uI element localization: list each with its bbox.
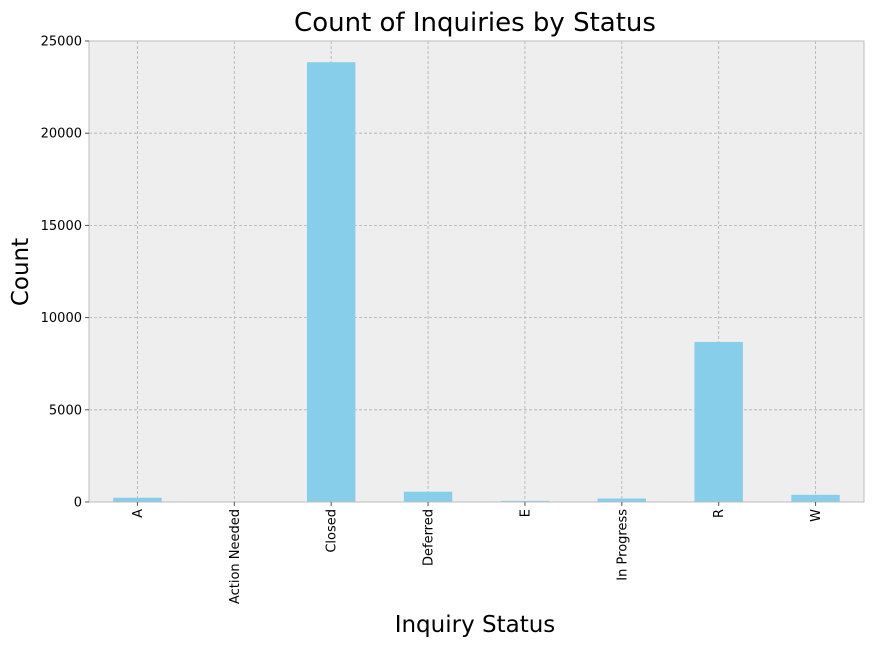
bar-closed xyxy=(306,62,356,503)
x-tick-label: Action Needed xyxy=(228,509,243,604)
bar-in-progress xyxy=(597,498,647,502)
y-tick-label: 5000 xyxy=(49,403,82,418)
y-tick-label: 25000 xyxy=(41,35,82,50)
x-tick-label: Deferred xyxy=(422,509,437,566)
x-tick-label: R xyxy=(712,509,727,518)
x-tick-label: A xyxy=(131,509,146,518)
y-axis-ticks: 0 5000 10000 15000 20000 25000 xyxy=(41,35,89,511)
plot-frame xyxy=(88,40,865,503)
y-tick-label: 15000 xyxy=(41,219,82,234)
bar-a xyxy=(113,497,162,502)
plot-area xyxy=(89,41,864,502)
bar-e xyxy=(500,500,550,502)
y-tick-label: 20000 xyxy=(41,127,82,142)
bar-w xyxy=(791,494,840,502)
bar-deferred xyxy=(403,491,453,502)
x-tick-label: Closed xyxy=(325,509,340,553)
y-tick-label: 10000 xyxy=(41,311,82,326)
x-tick-label: W xyxy=(809,509,824,522)
x-tick-label: E xyxy=(518,509,533,517)
y-tick-label: 0 xyxy=(74,496,82,511)
bar-r xyxy=(694,341,743,502)
x-axis-ticks: A Action Needed Closed Deferred E In Progress… xyxy=(131,502,824,604)
x-tick-label: In Progress xyxy=(615,509,630,581)
chart-title: Count of Inquiries by Status xyxy=(294,8,656,38)
x-axis-label: Inquiry Status xyxy=(395,612,556,638)
bars xyxy=(113,62,840,503)
y-axis-label: Count xyxy=(8,238,34,306)
